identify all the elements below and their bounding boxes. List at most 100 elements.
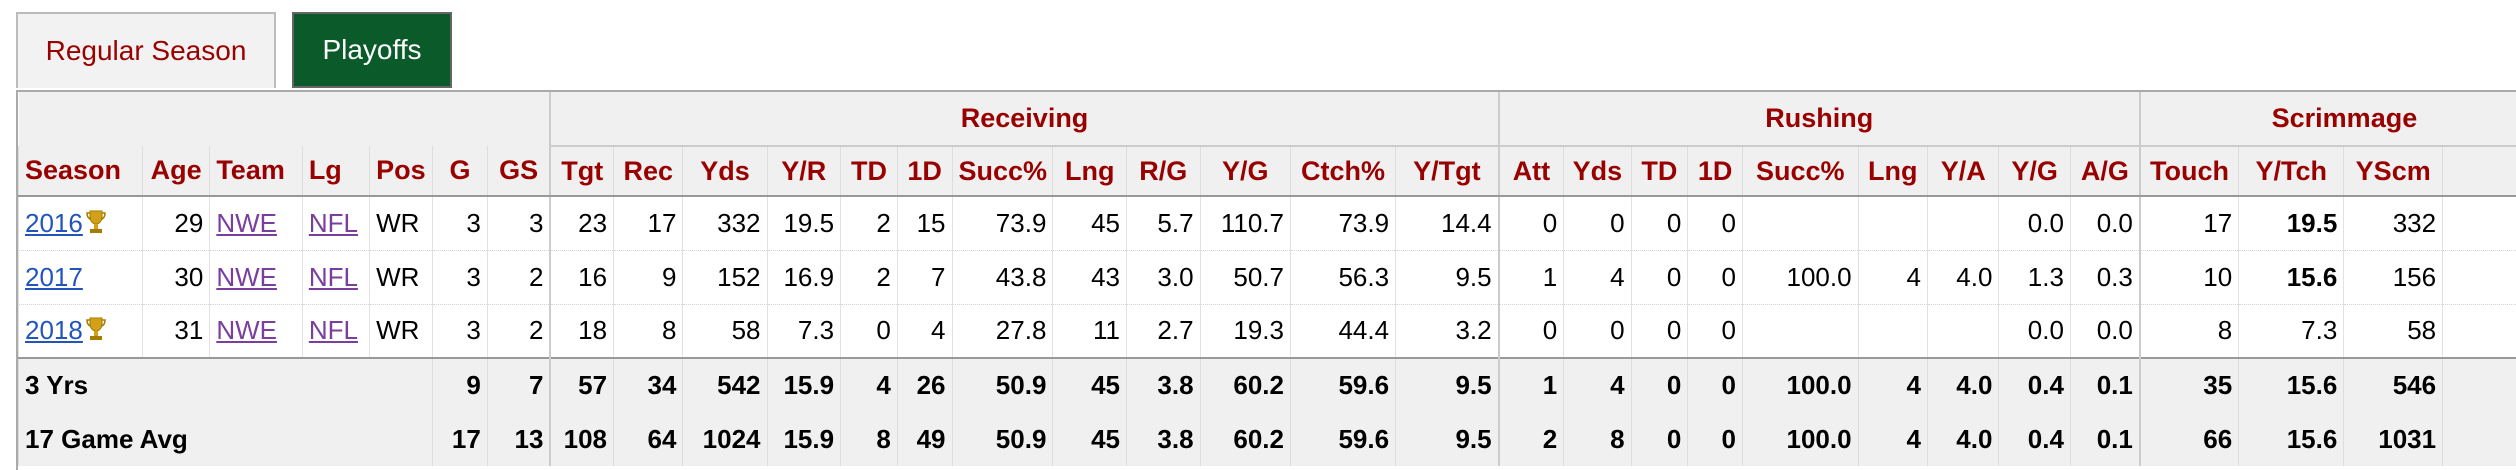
overflow-cell [2443,412,2516,466]
col-header-rec-succ[interactable]: Succ% [952,146,1053,196]
stat-cell-att: 1 [1499,250,1564,304]
col-header-rush-yds[interactable]: Yds [1564,146,1631,196]
col-header-g[interactable]: G [433,146,488,196]
stat-cell-yds: 152 [683,250,767,304]
col-header-ya[interactable]: Y/A [1927,146,1998,196]
age-cell: 30 [143,250,210,304]
stat-cell-yds: 332 [683,196,767,250]
group-header-rushing: Rushing [1499,92,2140,146]
stat-cell-td: 2 [841,250,898,304]
total-cell-fd: 26 [897,358,952,412]
team-link[interactable]: NWE [216,208,277,238]
league-cell: NFL [302,304,369,358]
season-cell: 2018 [19,304,143,358]
team-link[interactable]: NWE [216,262,277,292]
team-link[interactable]: NWE [216,315,277,345]
stat-cell-rec: 8 [614,304,683,358]
stat-cell-ytch: 7.3 [2239,304,2344,358]
col-header-team[interactable]: Team [210,146,303,196]
col-header-rec-td[interactable]: TD [841,146,898,196]
stat-cell-ryds: 0 [1564,304,1631,358]
col-header-age[interactable]: Age [143,146,210,196]
stat-cell-rlng [1858,196,1927,250]
stat-cell-touch: 17 [2140,196,2239,250]
col-header-rg[interactable]: R/G [1126,146,1200,196]
season-link[interactable]: 2016 [25,208,83,238]
col-header-rush-succ[interactable]: Succ% [1742,146,1858,196]
season-link[interactable]: 2018 [25,315,83,345]
col-header-pos[interactable]: Pos [370,146,433,196]
stat-cell-rg: 5.7 [1126,196,1200,250]
col-header-gs[interactable]: GS [487,146,550,196]
stat-cell-rg: 2.7 [1126,304,1200,358]
stat-cell-ytch: 19.5 [2239,196,2344,250]
stat-cell-ytgt: 9.5 [1396,250,1499,304]
league-link[interactable]: NFL [309,262,358,292]
col-header-tgt[interactable]: Tgt [550,146,613,196]
col-header-att[interactable]: Att [1499,146,1564,196]
total-cell-rlng: 4 [1858,412,1927,466]
stat-cell-succ: 73.9 [952,196,1053,250]
league-link[interactable]: NFL [309,208,358,238]
group-header-scrimmage: Scrimmage [2140,92,2516,146]
col-header-lg[interactable]: Lg [302,146,369,196]
stat-cell-yscm: 332 [2344,196,2443,250]
col-header-rush-td[interactable]: TD [1631,146,1688,196]
total-cell-yg: 60.2 [1200,358,1290,412]
col-header-rush-1d[interactable]: 1D [1688,146,1743,196]
league-link[interactable]: NFL [309,315,358,345]
col-header-touch[interactable]: Touch [2140,146,2239,196]
total-cell-ag: 0.1 [2070,412,2139,466]
total-cell-rtd: 0 [1631,412,1688,466]
stat-cell-yscm: 156 [2344,250,2443,304]
col-header-ytch[interactable]: Y/Tch [2239,146,2344,196]
col-header-rec-yds[interactable]: Yds [683,146,767,196]
stat-cell-rsucc [1742,304,1858,358]
total-cell-rsucc: 100.0 [1742,358,1858,412]
stat-cell-td: 0 [841,304,898,358]
total-cell-rec: 64 [614,412,683,466]
stat-cell-ytgt: 3.2 [1396,304,1499,358]
season-link[interactable]: 2017 [25,262,83,292]
col-header-rec-1d[interactable]: 1D [897,146,952,196]
stat-cell-succ: 43.8 [952,250,1053,304]
stat-cell-td: 2 [841,196,898,250]
league-cell: NFL [302,196,369,250]
col-header-rec-yg[interactable]: Y/G [1200,146,1290,196]
total-cell-rg: 3.8 [1126,358,1200,412]
col-header-ctch[interactable]: Ctch% [1290,146,1395,196]
overflow-cell [2443,196,2516,250]
stat-cell-ctch: 44.4 [1290,304,1395,358]
col-header-yr[interactable]: Y/R [767,146,841,196]
total-cell-ytgt: 9.5 [1396,358,1499,412]
stat-cell-ytgt: 14.4 [1396,196,1499,250]
stat-cell-rlng: 4 [1858,250,1927,304]
stat-cell-rfd: 0 [1688,304,1743,358]
total-cell-gs: 13 [487,412,550,466]
total-cell-ctch: 59.6 [1290,412,1395,466]
stat-cell-ryg: 0.0 [1999,196,2070,250]
tab-regular-season[interactable]: Regular Season [16,12,276,88]
trophy-icon [85,209,107,235]
stat-cell-lng: 43 [1053,250,1127,304]
col-header-season[interactable]: Season [19,146,143,196]
total-cell-rg: 3.8 [1126,412,1200,466]
col-header-rush-lng[interactable]: Lng [1858,146,1927,196]
col-header-rush-yg[interactable]: Y/G [1999,146,2070,196]
stat-cell-ryds: 0 [1564,196,1631,250]
tab-playoffs[interactable]: Playoffs [292,12,452,88]
col-header-ag[interactable]: A/G [2070,146,2139,196]
col-header-ytgt[interactable]: Y/Tgt [1396,146,1499,196]
stat-cell-ryg: 0.0 [1999,304,2070,358]
stat-cell-touch: 8 [2140,304,2239,358]
total-cell-ctch: 59.6 [1290,358,1395,412]
col-header-rec-lng[interactable]: Lng [1053,146,1127,196]
stat-cell-rlng [1858,304,1927,358]
col-header-rec[interactable]: Rec [614,146,683,196]
age-cell: 29 [143,196,210,250]
stat-cell-rsucc [1742,196,1858,250]
col-header-yscm[interactable]: YScm [2344,146,2443,196]
total-cell-att: 1 [1499,358,1564,412]
stat-cell-g: 3 [433,250,488,304]
stat-cell-touch: 10 [2140,250,2239,304]
